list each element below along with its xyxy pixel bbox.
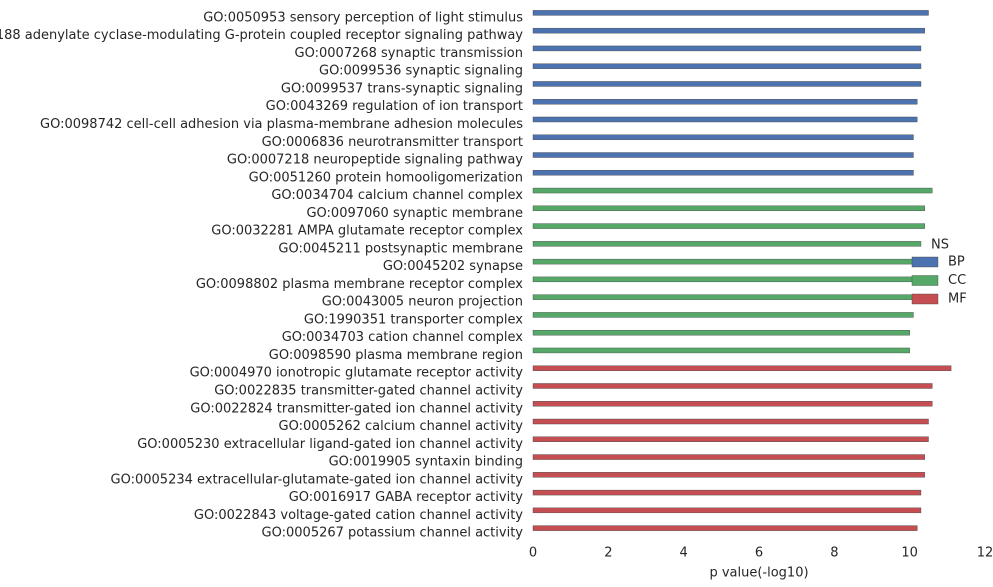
bar: [532, 276, 918, 283]
x-tick-label: 4: [680, 546, 688, 561]
y-tick-label: GO:0022835 transmitter-gated channel act…: [214, 383, 523, 398]
x-axis-label: p value(-log10): [709, 566, 808, 581]
bar: [532, 401, 933, 407]
bar: [532, 223, 925, 229]
bar: [532, 187, 933, 194]
bar: [532, 294, 918, 300]
bar: [532, 525, 918, 531]
legend-title: NS: [931, 238, 949, 253]
y-tick-label: GO:0016917 GABA receptor activity: [289, 490, 524, 505]
bar: [532, 454, 925, 460]
y-tick-label: GO:0098742 cell-cell adhesion via plasma…: [40, 117, 523, 132]
bar: [532, 258, 918, 265]
bar: [532, 99, 918, 105]
bar: [532, 241, 922, 247]
bar: [532, 10, 929, 16]
bar: [532, 81, 922, 87]
y-tick-label: GO:0097060 synaptic membrane: [306, 206, 523, 221]
y-tick-label: GO:0099536 synaptic signaling: [319, 64, 523, 79]
y-tick-label: GO:0019905 syntaxin binding: [329, 455, 523, 470]
bar: [532, 418, 929, 425]
y-tick-label: GO:0099537 trans-synaptic signaling: [281, 81, 523, 96]
y-tick-label: GO:0045211 postsynaptic membrane: [278, 241, 523, 256]
y-tick-label: GO:0051260 protein homooligomerization: [249, 170, 523, 185]
y-tick-label: GO:0034704 calcium channel complex: [271, 188, 523, 203]
y-tick-label: GO:0022824 transmitter-gated ion channel…: [190, 401, 523, 416]
legend-label: MF: [948, 292, 967, 307]
bar: [532, 312, 914, 318]
legend-swatch: [911, 275, 939, 286]
y-tick-label: GO:0007218 neuropeptide signaling pathwa…: [227, 153, 523, 168]
y-tick-label: GO:0004970 ionotropic glutamate receptor…: [190, 366, 524, 381]
y-tick-label: GO:0043269 regulation of ion transport: [266, 99, 523, 114]
y-tick-label: GO:0005262 calcium channel activity: [279, 419, 524, 434]
bar: [532, 134, 914, 140]
y-tick-label: GO:0006836 neurotransmitter transport: [262, 135, 523, 150]
y-tick-label: GO:0022843 voltage-gated cation channel …: [194, 508, 523, 523]
bar: [532, 152, 914, 158]
bar: [532, 27, 925, 34]
x-tick-label: 0: [529, 546, 537, 561]
bar: [532, 507, 922, 514]
bar: [532, 489, 922, 496]
x-tick-label: 8: [830, 546, 838, 561]
bar: [532, 383, 933, 389]
x-tick-label: 10: [901, 546, 918, 561]
bar: [532, 472, 925, 478]
legend-swatch: [911, 256, 939, 268]
legend-label: BP: [948, 255, 965, 270]
y-tick-label: GO:0005230 extracellular ligand-gated io…: [137, 437, 523, 452]
bar: [532, 365, 952, 371]
y-tick-label: GO:0050953 sensory perception of light s…: [203, 10, 523, 25]
bar: [532, 170, 914, 176]
bar: [532, 116, 918, 123]
bar: [532, 45, 922, 52]
legend-swatch: [911, 293, 939, 305]
bar: [532, 205, 925, 212]
y-tick-label: GO:0007268 synaptic transmission: [295, 46, 523, 61]
y-tick-label: GO:0098802 plasma membrane receptor comp…: [196, 277, 523, 292]
y-tick-label: GO:1990351 transporter complex: [304, 312, 523, 327]
y-tick-label: GO:0005234 extracellular-glutamate-gated…: [111, 472, 524, 487]
bar: [532, 63, 922, 69]
x-tick-label: 6: [755, 546, 763, 561]
y-tick-label: GO:0007188 adenylate cyclase-modulating …: [0, 28, 523, 43]
bar: [532, 329, 910, 336]
y-tick-label: GO:0034703 cation channel complex: [282, 330, 524, 345]
bar: [532, 436, 929, 442]
legend-label: CC: [948, 273, 966, 288]
bar: [532, 347, 910, 354]
y-tick-label: GO:0045202 synapse: [383, 259, 523, 274]
y-tick-label: GO:0043005 neuron projection: [322, 295, 523, 310]
y-tick-label: GO:0005267 potassium channel activity: [262, 526, 524, 541]
x-tick-label: 2: [604, 546, 612, 561]
y-tick-label: GO:0032281 AMPA glutamate receptor compl…: [211, 224, 523, 239]
x-tick-label: 12: [977, 546, 993, 561]
y-tick-label: GO:0098590 plasma membrane region: [269, 348, 523, 363]
